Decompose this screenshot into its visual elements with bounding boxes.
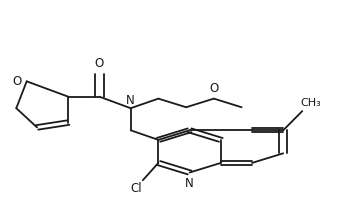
Text: N: N [126,94,135,107]
Text: O: O [209,82,219,95]
Text: CH₃: CH₃ [301,98,321,108]
Text: O: O [12,75,22,88]
Text: O: O [95,57,104,70]
Text: Cl: Cl [131,182,142,195]
Text: N: N [185,177,194,190]
